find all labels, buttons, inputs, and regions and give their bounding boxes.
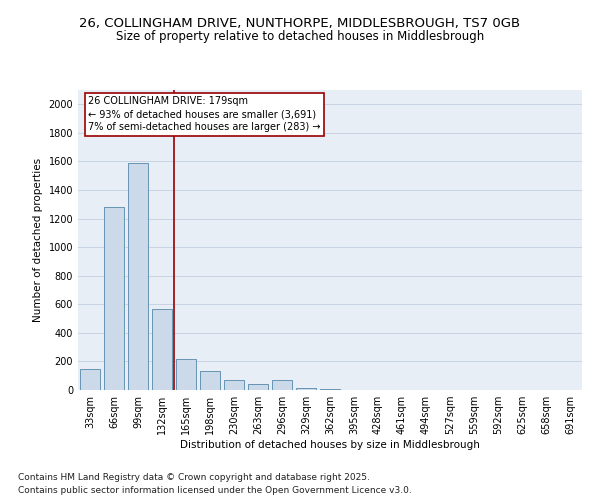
Text: Size of property relative to detached houses in Middlesbrough: Size of property relative to detached ho…	[116, 30, 484, 43]
Bar	[128, 163, 148, 390]
Bar	[272, 380, 292, 390]
Y-axis label: Number of detached properties: Number of detached properties	[33, 158, 43, 322]
Text: Contains HM Land Registry data © Crown copyright and database right 2025.: Contains HM Land Registry data © Crown c…	[18, 472, 370, 482]
Text: 26 COLLINGHAM DRIVE: 179sqm
← 93% of detached houses are smaller (3,691)
7% of s: 26 COLLINGHAM DRIVE: 179sqm ← 93% of det…	[88, 96, 320, 132]
Bar	[80, 368, 100, 390]
Bar	[248, 384, 268, 390]
Bar	[200, 372, 220, 390]
Bar	[296, 388, 316, 390]
Bar	[104, 207, 124, 390]
Text: 26, COLLINGHAM DRIVE, NUNTHORPE, MIDDLESBROUGH, TS7 0GB: 26, COLLINGHAM DRIVE, NUNTHORPE, MIDDLES…	[79, 18, 521, 30]
Text: Contains public sector information licensed under the Open Government Licence v3: Contains public sector information licen…	[18, 486, 412, 495]
Bar	[224, 380, 244, 390]
X-axis label: Distribution of detached houses by size in Middlesbrough: Distribution of detached houses by size …	[180, 440, 480, 450]
Bar	[152, 308, 172, 390]
Bar	[176, 360, 196, 390]
